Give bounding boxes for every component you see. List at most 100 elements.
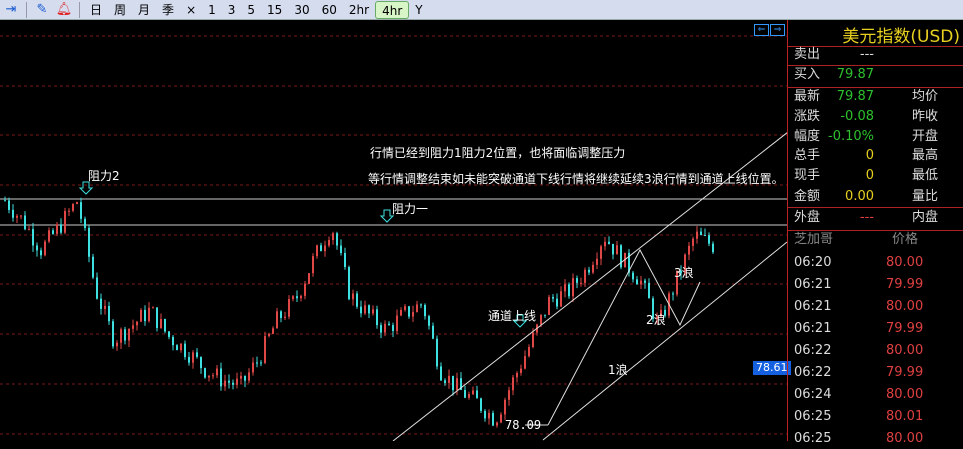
candle-body bbox=[260, 362, 262, 364]
quote-value: -0.10% bbox=[828, 129, 874, 144]
candle-body bbox=[572, 278, 574, 297]
period-button-2hr[interactable]: 2hr bbox=[348, 2, 370, 17]
candle-body bbox=[184, 343, 186, 357]
tick-price: 80.00 bbox=[886, 299, 924, 314]
annotation-note1: 行情已经到阻力1阻力2位置，也将面临调整压力 bbox=[370, 146, 626, 160]
quote-label: 金额 bbox=[794, 189, 821, 204]
period-button-30[interactable]: 30 bbox=[294, 2, 310, 17]
quote-label2: 最低 bbox=[912, 168, 939, 183]
quote-label: 买入 bbox=[794, 67, 821, 82]
candle-body bbox=[88, 227, 90, 257]
candle-body bbox=[216, 368, 218, 376]
candle-body bbox=[280, 311, 282, 318]
candle-body bbox=[708, 235, 710, 244]
candle-body bbox=[96, 277, 98, 299]
candle-body bbox=[692, 238, 694, 246]
quote-label2: 内盘 bbox=[912, 210, 939, 225]
tick-price: 79.99 bbox=[886, 277, 924, 292]
period-button-Y[interactable]: Y bbox=[415, 2, 423, 17]
period-button-15[interactable]: 15 bbox=[267, 2, 283, 17]
period-button-5[interactable]: 5 bbox=[247, 2, 256, 17]
candle-body bbox=[316, 245, 318, 257]
candle-body bbox=[24, 215, 26, 230]
scroll-left-icon[interactable]: ⇐ bbox=[754, 24, 769, 36]
annotation-note2: 等行情调整结束如未能突破通道下线行情将继续延续3浪行情到通道上线位置。 bbox=[368, 172, 784, 186]
quote-value: 79.87 bbox=[836, 67, 874, 82]
candle-body bbox=[272, 328, 274, 334]
period-button-×[interactable]: × bbox=[186, 2, 197, 17]
draw-icon[interactable]: ✎ bbox=[36, 2, 48, 17]
resistance-arrow-icon bbox=[379, 209, 395, 223]
candle-body bbox=[660, 309, 662, 317]
candle-body bbox=[128, 328, 130, 341]
tick-time: 06:25 bbox=[794, 409, 832, 424]
annotation-resistance2: 阻力2 bbox=[88, 169, 120, 183]
candle-body bbox=[228, 380, 230, 383]
quote-value: 0.00 bbox=[845, 189, 874, 204]
quote-label: 卖出 bbox=[794, 47, 821, 62]
candle-body bbox=[464, 389, 466, 398]
candle-body bbox=[576, 278, 578, 283]
candle-body bbox=[104, 306, 106, 309]
candle-body bbox=[64, 211, 66, 233]
period-button-日[interactable]: 日 bbox=[90, 2, 103, 17]
candle-body bbox=[240, 375, 242, 379]
candle-body bbox=[640, 280, 642, 285]
tick-price: 80.00 bbox=[886, 431, 924, 446]
period-button-1[interactable]: 1 bbox=[208, 2, 216, 17]
candle-body bbox=[544, 314, 546, 316]
candle-body bbox=[72, 203, 74, 211]
candle-body bbox=[236, 378, 238, 385]
candle-body bbox=[200, 356, 202, 369]
toolbar: ⇥ ✎ 🔔︎ 日周月季 × 1 3 5 15 30 60 2hr 4hr Y bbox=[0, 0, 963, 20]
period-button-月[interactable]: 月 bbox=[138, 2, 151, 17]
candle-body bbox=[352, 293, 354, 300]
period-button-4hr[interactable]: 4hr bbox=[375, 0, 410, 19]
candle-body bbox=[328, 239, 330, 246]
candle-body bbox=[616, 245, 618, 255]
candle-body bbox=[368, 305, 370, 314]
candle-body bbox=[432, 325, 434, 339]
candle-body bbox=[620, 245, 622, 268]
panel-divider bbox=[788, 207, 963, 208]
tick-price: 80.00 bbox=[886, 255, 924, 270]
candle-body bbox=[560, 291, 562, 307]
exit-icon[interactable]: ⇥ bbox=[5, 2, 17, 17]
period-button-3[interactable]: 3 bbox=[227, 2, 236, 17]
candle-body bbox=[648, 282, 650, 299]
scroll-right-icon[interactable]: ⇒ bbox=[770, 24, 785, 36]
tick-row: 06:21 79.99 bbox=[788, 275, 963, 295]
period-button-周[interactable]: 周 bbox=[114, 2, 127, 17]
candle-body bbox=[332, 233, 334, 240]
quote-row: 涨跌 -0.08 昨收 bbox=[788, 107, 963, 127]
alarm-bell-icon[interactable]: 🔔︎ bbox=[55, 2, 73, 17]
tick-price: 80.01 bbox=[886, 409, 924, 424]
candle-body bbox=[608, 241, 610, 244]
candle-body bbox=[420, 304, 422, 306]
tick-time: 06:21 bbox=[794, 321, 832, 336]
candle-body bbox=[320, 245, 322, 252]
candle-body bbox=[380, 325, 382, 333]
candle-body bbox=[168, 331, 170, 337]
candle-body bbox=[504, 399, 506, 415]
candle-body bbox=[192, 352, 194, 363]
quote-label: 外盘 bbox=[794, 210, 821, 225]
tick-time: 06:25 bbox=[794, 431, 832, 446]
candle-body bbox=[40, 250, 42, 256]
candle-body bbox=[196, 352, 198, 357]
quote-value: 0 bbox=[865, 148, 874, 163]
candle-body bbox=[552, 297, 554, 299]
quote-value: --- bbox=[859, 47, 874, 62]
tick-row: 06:21 79.99 bbox=[788, 319, 963, 339]
candle-body bbox=[564, 284, 566, 292]
period-button-60[interactable]: 60 bbox=[321, 2, 337, 17]
period-button-季[interactable]: 季 bbox=[162, 2, 175, 17]
candle-body bbox=[476, 390, 478, 399]
candle-body bbox=[76, 202, 78, 204]
low-price-label: 78.09 bbox=[505, 418, 542, 432]
tick-time: 06:22 bbox=[794, 365, 832, 380]
candle-body bbox=[428, 316, 430, 326]
candle-body bbox=[160, 318, 162, 328]
tick-time: 06:20 bbox=[794, 255, 832, 270]
candlestick-chart[interactable]: ⇐ ⇒ 行情已经到阻力1阻力2位置，也将面临调整压力 等行情调整结束如未能突破通… bbox=[0, 20, 798, 442]
